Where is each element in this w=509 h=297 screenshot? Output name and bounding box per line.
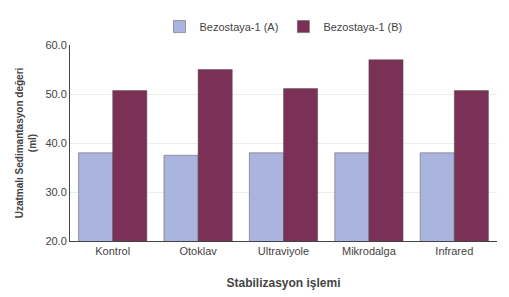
svg-text:Otoklav: Otoklav [179, 245, 217, 257]
svg-text:40.0: 40.0 [45, 137, 66, 149]
svg-text:Uzatmalı Sedimantasyon değeri(: Uzatmalı Sedimantasyon değeri(ml) [14, 67, 38, 218]
svg-text:Bezostaya-1 (B): Bezostaya-1 (B) [323, 21, 402, 33]
svg-text:Mikrodalga: Mikrodalga [342, 245, 397, 257]
svg-text:Kontrol: Kontrol [95, 245, 130, 257]
svg-text:Bezostaya-1 (A): Bezostaya-1 (A) [200, 21, 279, 33]
svg-text:20.0: 20.0 [45, 235, 66, 247]
svg-text:Ultraviyole: Ultraviyole [258, 245, 309, 257]
svg-text:30.0: 30.0 [45, 186, 66, 198]
svg-text:Stabilizasyon işlemi: Stabilizasyon işlemi [226, 276, 340, 290]
svg-text:60.0: 60.0 [45, 39, 66, 51]
svg-text:Infrared: Infrared [435, 245, 473, 257]
svg-text:50.0: 50.0 [45, 88, 66, 100]
